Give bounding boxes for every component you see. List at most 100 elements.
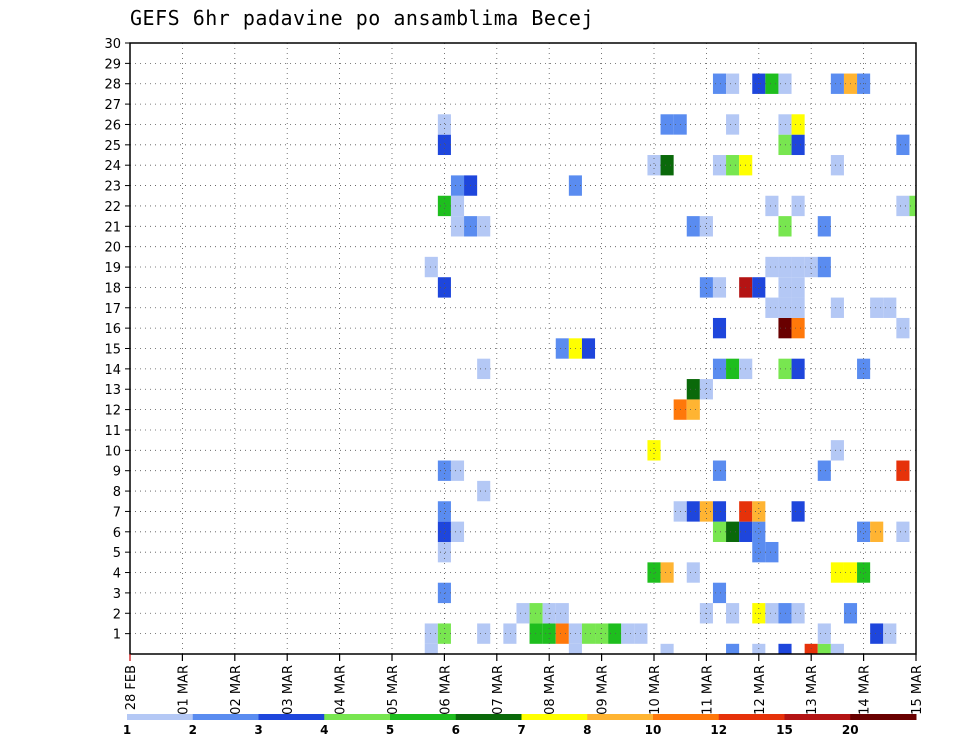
heatmap-cell [712, 501, 727, 522]
y-tick-label: 11 [104, 424, 121, 439]
heatmap-cell [516, 603, 530, 624]
heatmap-cell [765, 541, 779, 563]
legend-swatch [127, 714, 194, 720]
x-tick-label: 02 MAR [229, 665, 244, 715]
heatmap-cell [699, 216, 713, 237]
x-tick-label: 12 MAR [753, 665, 768, 715]
y-tick-label: 20 [104, 241, 121, 256]
y-tick-label: 30 [104, 37, 121, 52]
legend-label: 3 [254, 723, 262, 737]
y-tick-label: 6 [113, 526, 121, 541]
heatmap-cell [752, 541, 766, 563]
heatmap-cell [726, 643, 740, 654]
legend-swatch [521, 714, 588, 720]
heatmap-cell [437, 114, 451, 135]
heatmap-cell [647, 155, 661, 176]
legend-swatch [653, 714, 720, 720]
heatmap-cell [437, 460, 451, 481]
heatmap-cell [817, 460, 831, 481]
heatmap-cell [437, 541, 451, 563]
heatmap-cell [660, 643, 674, 654]
heatmap-cell [437, 501, 451, 522]
heatmap-cell [686, 379, 700, 400]
heatmap-cell [791, 277, 805, 298]
heatmap-cell [424, 643, 438, 654]
heatmap-cell [765, 195, 779, 217]
y-tick-label: 5 [113, 546, 121, 561]
heatmap-cell [712, 521, 727, 542]
legend-label: 15 [776, 723, 793, 737]
heatmap-cell [791, 317, 805, 339]
heatmap-cell [686, 562, 700, 583]
heatmap-cell [804, 256, 818, 278]
grid-lines [130, 43, 916, 654]
heatmap-cell [424, 623, 438, 644]
heatmap-cell [529, 623, 543, 644]
legend-swatch [324, 714, 391, 720]
heatmap-cell [712, 582, 727, 604]
heatmap-cell [437, 582, 451, 604]
y-tick-label: 12 [104, 404, 121, 419]
heatmap-cell [896, 521, 910, 542]
legend-swatch [192, 714, 259, 720]
legend-swatch [718, 714, 785, 720]
x-tick-label: 06 MAR [438, 665, 453, 715]
heatmap-cell [791, 501, 805, 522]
y-tick-label: 13 [104, 383, 121, 398]
x-tick-label: 11 MAR [700, 665, 715, 715]
heatmap-cell [660, 562, 674, 583]
y-tick-label: 4 [113, 567, 121, 582]
heatmap-cell [857, 521, 871, 542]
chart-title: GEFS 6hr padavine po ansamblima Becej [130, 6, 595, 30]
heatmap-cell [870, 521, 884, 542]
heatmap-cell [450, 175, 465, 196]
x-tick-label: 04 MAR [334, 665, 349, 715]
legend-label: 12 [710, 723, 727, 737]
heatmap-cell [870, 623, 884, 644]
y-tick-label: 7 [113, 505, 121, 520]
heatmap-cell [712, 277, 727, 298]
x-tick-label: 05 MAR [386, 665, 401, 715]
y-tick-label: 18 [104, 281, 121, 296]
heatmap-cell [647, 440, 661, 461]
legend-label: 7 [517, 723, 525, 737]
heatmap-cell [555, 603, 569, 624]
heatmap-cell [817, 216, 831, 237]
y-axis: 1234567891011121314151617181920212223242… [104, 37, 130, 643]
y-tick-label: 19 [104, 261, 121, 276]
heatmap-cell [450, 460, 465, 481]
x-tick-label: 13 MAR [805, 665, 820, 715]
heatmap-cell [817, 623, 831, 644]
y-tick-label: 25 [104, 139, 121, 154]
y-tick-label: 9 [113, 465, 121, 480]
heatmap-cell [437, 134, 451, 156]
heatmap-cell [555, 338, 569, 359]
legend-swatch [455, 714, 522, 720]
heatmap-cell [791, 195, 805, 217]
x-tick-label: 15 MAR [910, 665, 925, 715]
heatmap-cell [699, 501, 713, 522]
heatmap-cell [883, 623, 897, 644]
x-tick-label: 08 MAR [543, 665, 558, 715]
legend-swatch [587, 714, 654, 720]
heatmap-cell [712, 317, 727, 339]
heatmap-cell [437, 195, 451, 217]
heatmap-cell [765, 603, 779, 624]
heatmap-cell [896, 134, 910, 156]
heatmap-cell [752, 501, 766, 522]
heatmap-cell [686, 501, 700, 522]
legend-label: 20 [842, 723, 859, 737]
heatmap-cell [712, 73, 727, 94]
x-tick-label: 10 MAR [648, 665, 663, 715]
x-tick-label: 07 MAR [491, 665, 506, 715]
heatmap-cell [791, 134, 805, 156]
heatmap-cell [647, 562, 661, 583]
heatmap-cell [817, 643, 831, 654]
heatmap-cell [896, 460, 910, 481]
y-tick-label: 27 [104, 98, 121, 113]
heatmap-cell [555, 623, 569, 644]
legend-label: 5 [386, 723, 394, 737]
y-tick-label: 29 [104, 57, 121, 72]
heatmap-cell [765, 73, 779, 94]
